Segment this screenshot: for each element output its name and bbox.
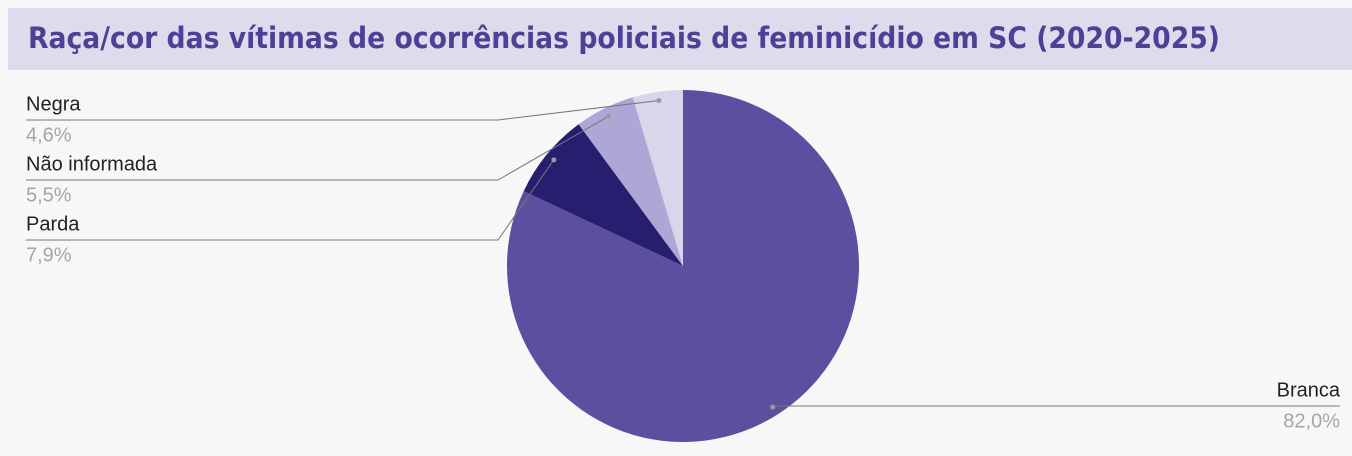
leader-dot: [656, 98, 662, 104]
slice-label: Branca: [1277, 379, 1341, 401]
leader-dot: [551, 157, 557, 163]
pie-slice: [578, 97, 683, 266]
slice-value: 4,6%: [26, 124, 72, 146]
chart-title: Raça/cor das vítimas de ocorrências poli…: [28, 21, 1220, 55]
leader-line: [26, 159, 555, 241]
leader-dot: [770, 404, 776, 410]
slice-value: 7,9%: [26, 244, 72, 266]
slice-label: Parda: [26, 213, 80, 235]
leader-line: [26, 115, 609, 181]
leader-dot: [606, 113, 612, 119]
title-bar: [8, 8, 1352, 70]
pie-slice: [632, 90, 683, 266]
slice-value: 5,5%: [26, 184, 72, 206]
slice-label: Não informada: [26, 153, 158, 175]
slice-label: Negra: [26, 93, 81, 115]
leader-line: [26, 100, 659, 121]
pie-slice: [523, 124, 683, 267]
slice-value: 82,0%: [1283, 410, 1340, 432]
